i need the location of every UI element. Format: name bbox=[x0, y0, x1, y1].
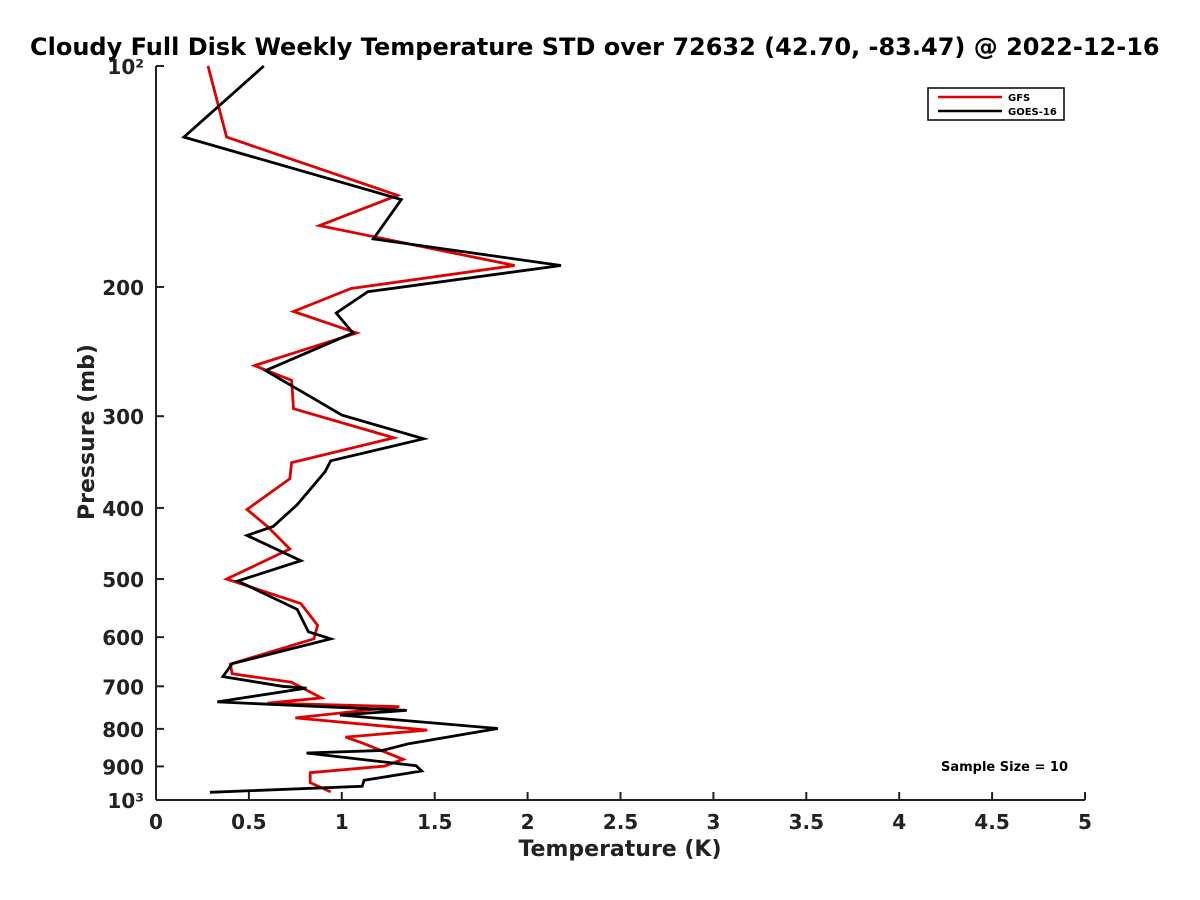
legend: GFS GOES-16 bbox=[927, 87, 1065, 121]
x-tick-label: 3 bbox=[706, 810, 720, 834]
chart-title: Cloudy Full Disk Weekly Temperature STD … bbox=[30, 33, 1160, 61]
y-ticks: 10² 200 300 400 500 600 700 800 900 10³ bbox=[102, 55, 164, 813]
series-group bbox=[181, 64, 562, 794]
y-tick-label: 300 bbox=[102, 405, 144, 429]
x-tick-label: 4 bbox=[892, 810, 906, 834]
x-ticks: 0 0.5 1 1.5 2 2.5 3 3.5 4 4.5 5 bbox=[149, 792, 1092, 834]
y-tick-label: 700 bbox=[102, 675, 144, 699]
y-tick-label: 200 bbox=[102, 276, 144, 300]
x-tick-label: 0.5 bbox=[231, 810, 266, 834]
x-tick-label: 4.5 bbox=[974, 810, 1009, 834]
x-tick-label: 5 bbox=[1078, 810, 1092, 834]
legend-label-gfs: GFS bbox=[1008, 93, 1030, 104]
x-tick-label: 2 bbox=[521, 810, 535, 834]
x-tick-label: 0 bbox=[149, 810, 163, 834]
y-axis-label: Pressure (mb) bbox=[75, 344, 100, 520]
y-tick-label: 10³ bbox=[107, 789, 144, 813]
sample-size-annotation: Sample Size = 10 bbox=[941, 760, 1068, 775]
legend-box bbox=[927, 87, 1065, 121]
y-tick-label: 600 bbox=[102, 626, 144, 650]
x-axis-label: Temperature (K) bbox=[518, 837, 721, 862]
legend-label-goes16: GOES-16 bbox=[1008, 107, 1057, 118]
x-tick-label: 3.5 bbox=[789, 810, 824, 834]
y-tick-label: 800 bbox=[102, 718, 144, 742]
series-line-goes16 bbox=[181, 64, 562, 794]
x-tick-label: 1 bbox=[335, 810, 349, 834]
y-tick-label: 500 bbox=[102, 568, 144, 592]
x-tick-label: 1.5 bbox=[417, 810, 452, 834]
x-tick-label: 2.5 bbox=[603, 810, 638, 834]
y-tick-label: 400 bbox=[102, 497, 144, 521]
series-line-gfs bbox=[206, 65, 515, 794]
y-tick-label: 900 bbox=[102, 755, 144, 779]
y-tick-label: 10² bbox=[107, 55, 144, 79]
